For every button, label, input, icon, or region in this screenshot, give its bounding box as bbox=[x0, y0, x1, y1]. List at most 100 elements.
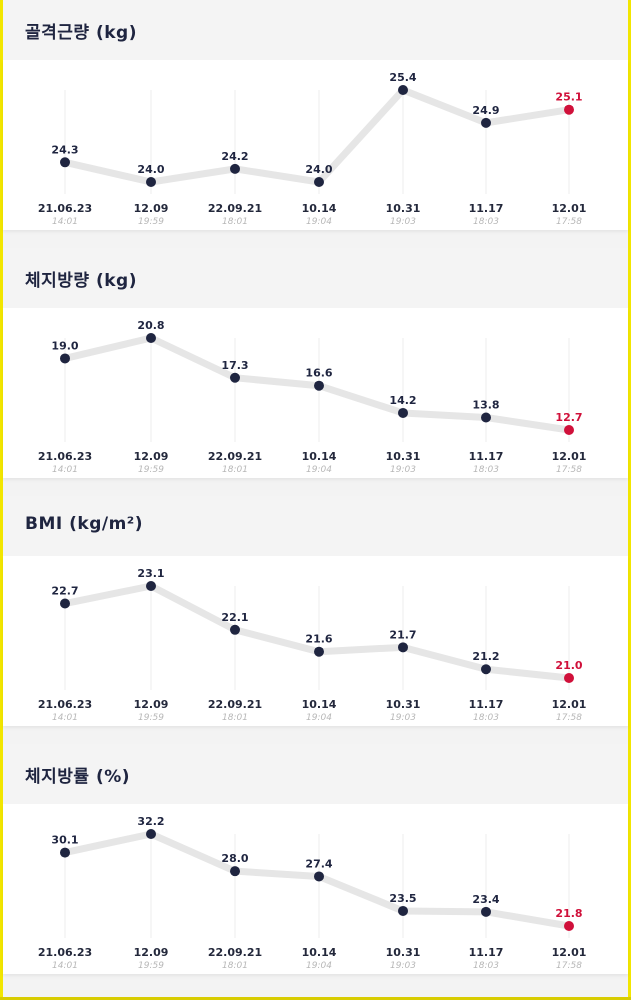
x-tick-date: 21.06.23 bbox=[38, 202, 92, 215]
chart-card[interactable]: 19.0 20.8 17.3 16.6 14.2 13.8 12.7 21.06.23 14:0… bbox=[3, 308, 628, 478]
x-tick-time: 19:59 bbox=[138, 713, 164, 723]
data-point[interactable] bbox=[60, 847, 70, 858]
line-chart: 19.0 20.8 17.3 16.6 14.2 13.8 12.7 21.06.23 14:0… bbox=[38, 319, 587, 475]
x-tick-time: 19:03 bbox=[390, 465, 416, 475]
latest-data-point[interactable] bbox=[564, 104, 574, 115]
data-point[interactable] bbox=[146, 333, 156, 343]
x-tick-time: 18:03 bbox=[473, 961, 499, 971]
x-tick-time: 17:58 bbox=[556, 217, 582, 227]
latest-data-point[interactable] bbox=[564, 921, 574, 931]
x-tick-time: 18:01 bbox=[222, 961, 248, 971]
x-tick-time: 14:01 bbox=[52, 961, 78, 971]
data-point[interactable] bbox=[314, 871, 324, 882]
x-tick-date: 10.14 bbox=[302, 450, 337, 463]
data-point[interactable] bbox=[398, 905, 408, 916]
data-label: 27.4 bbox=[305, 857, 332, 870]
data-label: 32.2 bbox=[137, 815, 164, 828]
x-tick-date: 12.09 bbox=[134, 450, 169, 463]
data-label: 23.5 bbox=[389, 892, 416, 905]
x-tick-date: 21.06.23 bbox=[38, 946, 92, 959]
x-tick-time: 18:01 bbox=[222, 465, 248, 475]
x-tick-date: 11.17 bbox=[469, 946, 504, 959]
x-tick-time: 18:01 bbox=[222, 713, 248, 723]
data-point[interactable] bbox=[481, 906, 491, 917]
x-tick-time: 18:03 bbox=[473, 465, 499, 475]
chart-title: 골격근량 (kg) bbox=[25, 23, 137, 43]
line-chart: 22.7 23.1 22.1 21.6 21.7 21.2 21.0 21.06.23 14:0… bbox=[38, 567, 587, 723]
x-tick-date: 10.14 bbox=[302, 946, 337, 959]
data-point[interactable] bbox=[314, 380, 324, 391]
section-header: 체지방량 (kg) bbox=[3, 248, 628, 308]
data-label: 25.4 bbox=[389, 71, 416, 84]
x-tick-time: 19:59 bbox=[138, 961, 164, 971]
data-label: 17.3 bbox=[221, 359, 248, 372]
latest-data-point[interactable] bbox=[564, 673, 574, 683]
data-point[interactable] bbox=[481, 664, 491, 675]
chart-card[interactable]: 30.1 32.2 28.0 27.4 23.5 23.4 21.8 21.06.23 14:0… bbox=[3, 804, 628, 974]
data-label: 24.9 bbox=[472, 104, 499, 117]
x-tick-time: 19:03 bbox=[390, 217, 416, 227]
data-label: 22.1 bbox=[221, 611, 248, 624]
data-point[interactable] bbox=[230, 163, 240, 174]
data-point[interactable] bbox=[60, 598, 70, 609]
x-tick-date: 10.14 bbox=[302, 698, 337, 711]
frame-right-border bbox=[628, 0, 631, 1000]
data-point[interactable] bbox=[314, 177, 324, 187]
x-tick-date: 22.09.21 bbox=[208, 698, 262, 711]
data-label: 21.8 bbox=[555, 907, 582, 920]
chart-card[interactable]: 24.3 24.0 24.2 24.0 25.4 24.9 25.1 21.06.23 14:0… bbox=[3, 60, 628, 230]
data-point[interactable] bbox=[230, 866, 240, 877]
x-tick-date: 10.31 bbox=[386, 202, 421, 215]
chart-section: 골격근량 (kg) 24.3 24.0 24.2 24.0 25.4 24.9 25.1 21.… bbox=[3, 0, 628, 230]
data-label: 19.0 bbox=[51, 339, 78, 352]
x-tick-date: 21.06.23 bbox=[38, 450, 92, 463]
x-tick-time: 19:03 bbox=[390, 713, 416, 723]
data-point[interactable] bbox=[398, 642, 408, 653]
data-point[interactable] bbox=[60, 157, 70, 168]
data-label: 30.1 bbox=[51, 834, 78, 847]
x-tick-date: 12.01 bbox=[552, 202, 587, 215]
data-label: 21.2 bbox=[472, 650, 499, 663]
data-point[interactable] bbox=[60, 353, 70, 364]
data-label: 21.7 bbox=[389, 628, 416, 641]
data-label: 21.6 bbox=[305, 633, 332, 646]
data-point[interactable] bbox=[230, 372, 240, 383]
x-tick-date: 22.09.21 bbox=[208, 450, 262, 463]
x-tick-date: 12.09 bbox=[134, 202, 169, 215]
x-tick-date: 12.01 bbox=[552, 698, 587, 711]
data-label: 23.4 bbox=[472, 893, 499, 906]
x-tick-date: 10.31 bbox=[386, 450, 421, 463]
data-point[interactable] bbox=[146, 829, 156, 839]
data-point[interactable] bbox=[146, 177, 156, 187]
data-label: 25.1 bbox=[555, 91, 582, 104]
x-tick-date: 12.09 bbox=[134, 698, 169, 711]
data-label: 14.2 bbox=[389, 394, 416, 407]
section-header: BMI (kg/m²) bbox=[3, 496, 628, 556]
chart-section: BMI (kg/m²) 22.7 23.1 22.1 21.6 21.7 21.2 21.0 2… bbox=[3, 496, 628, 726]
data-point[interactable] bbox=[314, 646, 324, 657]
latest-data-point[interactable] bbox=[564, 425, 574, 435]
data-point[interactable] bbox=[146, 581, 156, 591]
x-tick-time: 18:03 bbox=[473, 713, 499, 723]
frame-bottom-border bbox=[0, 997, 631, 1000]
chart-title: 체지방률 (%) bbox=[25, 767, 131, 787]
data-point[interactable] bbox=[398, 85, 408, 95]
data-label: 28.0 bbox=[221, 852, 248, 865]
data-point[interactable] bbox=[398, 407, 408, 418]
x-tick-time: 14:01 bbox=[52, 465, 78, 475]
x-tick-time: 18:03 bbox=[473, 217, 499, 227]
x-tick-time: 17:58 bbox=[556, 961, 582, 971]
chart-title: BMI (kg/m²) bbox=[25, 514, 144, 534]
chart-card[interactable]: 22.7 23.1 22.1 21.6 21.7 21.2 21.0 21.06.23 14:0… bbox=[3, 556, 628, 726]
x-tick-date: 11.17 bbox=[469, 202, 504, 215]
x-tick-time: 19:59 bbox=[138, 465, 164, 475]
x-tick-time: 18:01 bbox=[222, 217, 248, 227]
data-point[interactable] bbox=[230, 624, 240, 635]
data-point[interactable] bbox=[481, 412, 491, 423]
data-label: 12.7 bbox=[555, 411, 582, 424]
section-header: 체지방률 (%) bbox=[3, 744, 628, 804]
x-tick-time: 19:04 bbox=[306, 465, 332, 475]
data-point[interactable] bbox=[481, 117, 491, 128]
x-tick-date: 11.17 bbox=[469, 450, 504, 463]
x-tick-date: 12.01 bbox=[552, 946, 587, 959]
